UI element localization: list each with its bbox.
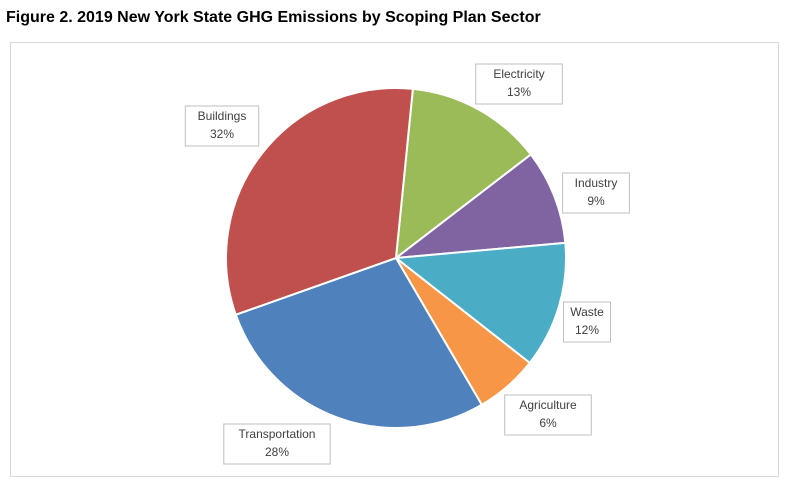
category-label: Electricity: [493, 67, 544, 81]
value-label: 32%: [210, 127, 234, 141]
label-box: [504, 394, 592, 436]
category-label: Industry: [575, 176, 618, 190]
value-label: 6%: [539, 416, 557, 430]
value-label: 9%: [587, 194, 605, 208]
pie-slice: [394, 87, 533, 261]
chart-title: Figure 2. 2019 New York State GHG Emissi…: [6, 9, 541, 26]
category-label: Agriculture: [519, 398, 577, 412]
category-label: Waste: [570, 305, 604, 319]
value-label: 13%: [507, 85, 531, 99]
pie-slice: [225, 87, 414, 317]
label-box: [475, 63, 563, 105]
pie-slice: [392, 153, 567, 260]
category-label: Buildings: [198, 109, 247, 123]
label-box: [184, 105, 260, 147]
value-label: 28%: [265, 445, 289, 459]
label-box: [563, 301, 611, 343]
pie-slice: [234, 256, 484, 429]
value-label: 12%: [575, 323, 599, 337]
label-box: [562, 172, 630, 214]
label-box: [223, 423, 331, 465]
category-label: Transportation: [239, 427, 316, 441]
pie-slice: [393, 241, 567, 365]
